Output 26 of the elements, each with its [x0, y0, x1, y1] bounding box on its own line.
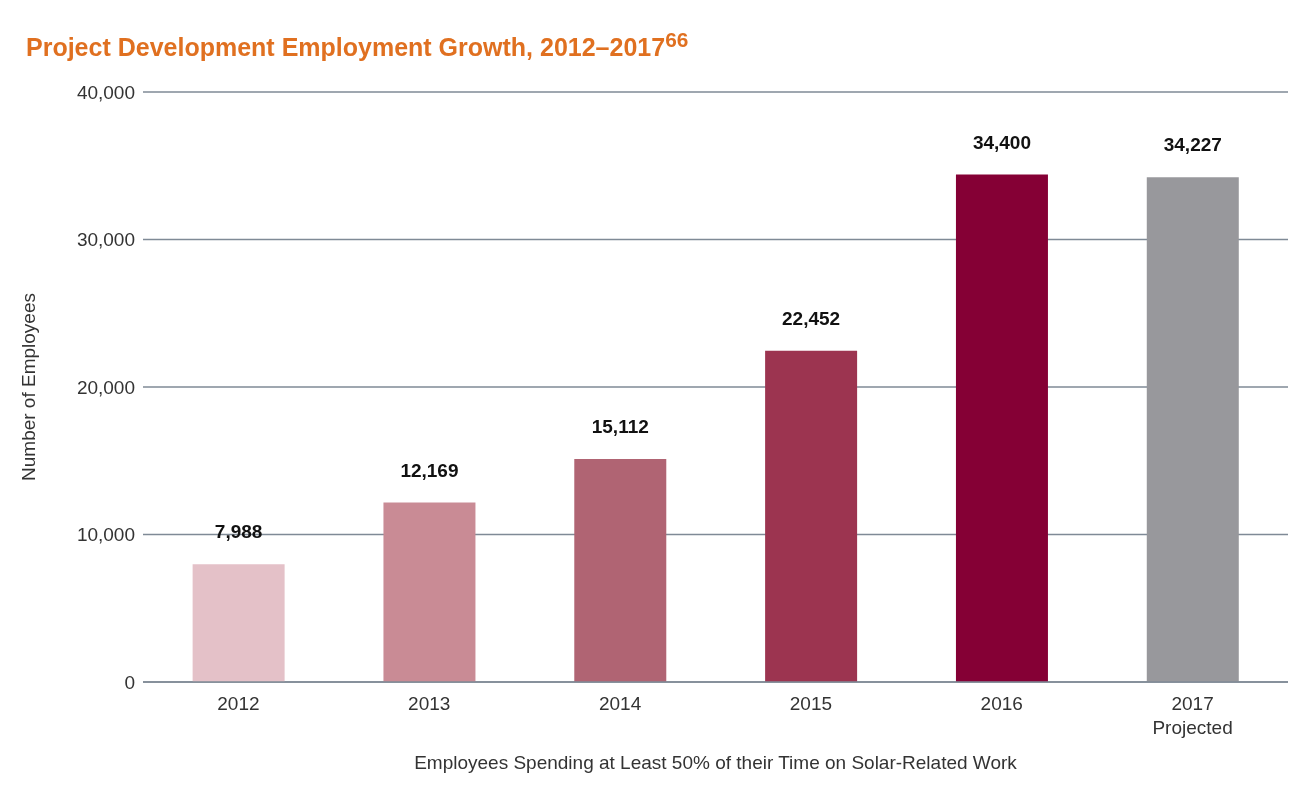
data-label: 34,400: [972, 131, 1032, 153]
data-label: 15,112: [591, 416, 649, 438]
x-axis-title: Employees Spending at Least 50% of their Time on Solar-Related Work: [414, 752, 1018, 773]
bar: [574, 459, 667, 682]
data-label: 22,452: [782, 307, 841, 329]
bar: [383, 502, 476, 682]
chart-title: Project Development Employment Growth, 2012–2017$^{66}$: [25, 27, 690, 64]
y-axis-title: Number of Employees: [17, 293, 39, 481]
x-tick-label: 2017 Projected: [1152, 693, 1233, 738]
y-tick-label: 20,000: [76, 376, 135, 398]
x-tick-label: 2014: [598, 693, 642, 714]
bar: [1146, 177, 1239, 682]
x-tick-label: 2013: [408, 693, 451, 714]
y-tick-label: 10,000: [76, 524, 135, 546]
data-label: 12,169: [400, 459, 459, 481]
data-label: 7,988: [214, 521, 263, 543]
data-label: 34,227: [1163, 134, 1222, 156]
x-tick-label: 2016: [980, 693, 1023, 714]
bar: [765, 350, 858, 682]
y-tick-label: 30,000: [76, 229, 135, 251]
x-tick-label: 2012: [217, 693, 260, 714]
y-tick-label: 40,000: [76, 81, 135, 103]
y-tick-label: 0: [124, 671, 135, 693]
x-tick-label: 2015: [789, 693, 833, 714]
bar: [955, 174, 1048, 682]
bar: [192, 564, 285, 682]
